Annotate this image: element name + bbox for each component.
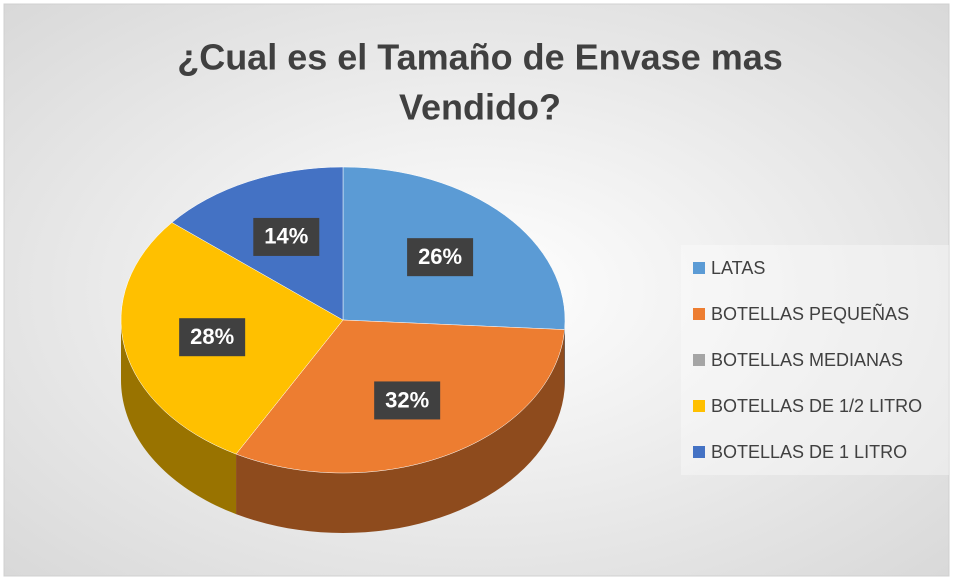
- data-label: 28%: [190, 324, 234, 349]
- data-label: 32%: [385, 387, 429, 412]
- chart-title: Vendido?: [399, 87, 561, 128]
- legend-label: BOTELLAS PEQUEÑAS: [711, 303, 909, 324]
- legend-swatch: [693, 262, 705, 274]
- legend-label: BOTELLAS MEDIANAS: [711, 350, 903, 370]
- legend-swatch: [693, 308, 705, 320]
- legend-label: BOTELLAS DE 1 LITRO: [711, 442, 907, 462]
- chart-title: ¿Cual es el Tamaño de Envase mas: [177, 37, 783, 78]
- legend-swatch: [693, 354, 705, 366]
- legend-swatch: [693, 400, 705, 412]
- data-label: 26%: [418, 244, 462, 269]
- legend-label: LATAS: [711, 258, 765, 278]
- data-label: 14%: [264, 224, 308, 249]
- legend-swatch: [693, 446, 705, 458]
- legend-label: BOTELLAS DE 1/2 LITRO: [711, 396, 922, 416]
